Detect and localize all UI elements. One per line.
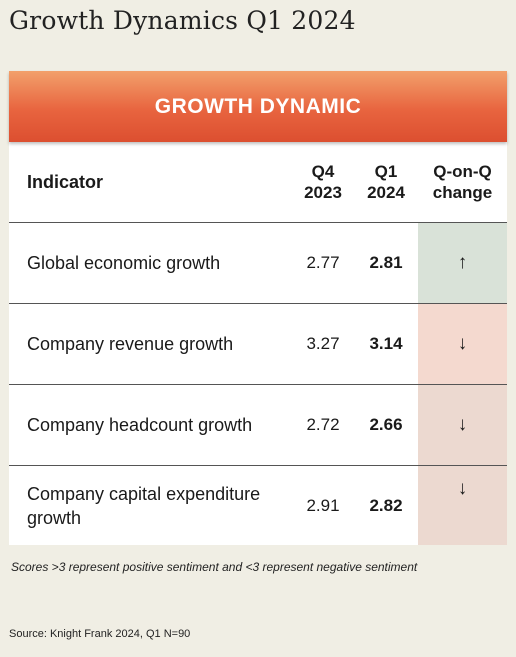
row-indicator: Company capital expenditure growth — [27, 483, 261, 528]
growth-table-card: GROWTH DYNAMIC Indicator Q4 2023 Q1 2024 Q… — [9, 71, 507, 545]
banner-title: GROWTH DYNAMIC — [154, 94, 362, 118]
row-change-down-arrow-icon: ↓ — [418, 466, 507, 545]
header-change: Q-on-Q change — [418, 142, 507, 222]
page-title: Growth Dynamics Q1 2024 — [9, 6, 356, 35]
header-change-line2: change — [432, 183, 493, 202]
row-indicator: Company headcount growth — [27, 414, 253, 435]
table-row: Company revenue growth 3.27 3.14 ↓ — [9, 304, 507, 385]
sentiment-note: Scores >3 represent positive sentiment a… — [11, 560, 418, 574]
header-indicator: Indicator — [27, 171, 104, 192]
row-q4-value: 3.27 — [306, 334, 340, 353]
row-q1-value: 2.66 — [369, 415, 403, 434]
row-indicator: Global economic growth — [27, 252, 221, 273]
table-row: Company headcount growth 2.72 2.66 ↓ — [9, 385, 507, 466]
header-q1-line2: 2024 — [367, 183, 405, 202]
table-header-row: Indicator Q4 2023 Q1 2024 Q-on-Q change — [9, 142, 507, 223]
header-q4-line2: 2023 — [304, 183, 342, 202]
header-change-line1: Q-on-Q — [433, 162, 492, 181]
row-q1-value: 2.82 — [369, 495, 403, 515]
header-q1: Q1 2024 — [355, 142, 417, 222]
row-indicator: Company revenue growth — [27, 333, 234, 354]
table-banner: GROWTH DYNAMIC — [9, 71, 507, 142]
row-q1-value: 3.14 — [369, 334, 403, 353]
row-q4-value: 2.91 — [306, 495, 340, 515]
row-change-down-arrow-icon: ↓ — [418, 385, 507, 465]
row-change-down-arrow-icon: ↓ — [418, 304, 507, 384]
row-q4-value: 2.72 — [306, 415, 340, 434]
table-row: Company capital expenditure growth 2.91 … — [9, 466, 507, 545]
header-q4-line1: Q4 — [311, 162, 335, 181]
row-change-up-arrow-icon: ↑ — [418, 223, 507, 303]
row-q1-value: 2.81 — [369, 253, 403, 272]
source-note: Source: Knight Frank 2024, Q1 N=90 — [9, 628, 191, 640]
table-row: Global economic growth 2.77 2.81 ↑ — [9, 223, 507, 304]
header-q4: Q4 2023 — [294, 142, 352, 222]
row-q4-value: 2.77 — [306, 253, 340, 272]
header-q1-line1: Q1 — [374, 162, 398, 181]
